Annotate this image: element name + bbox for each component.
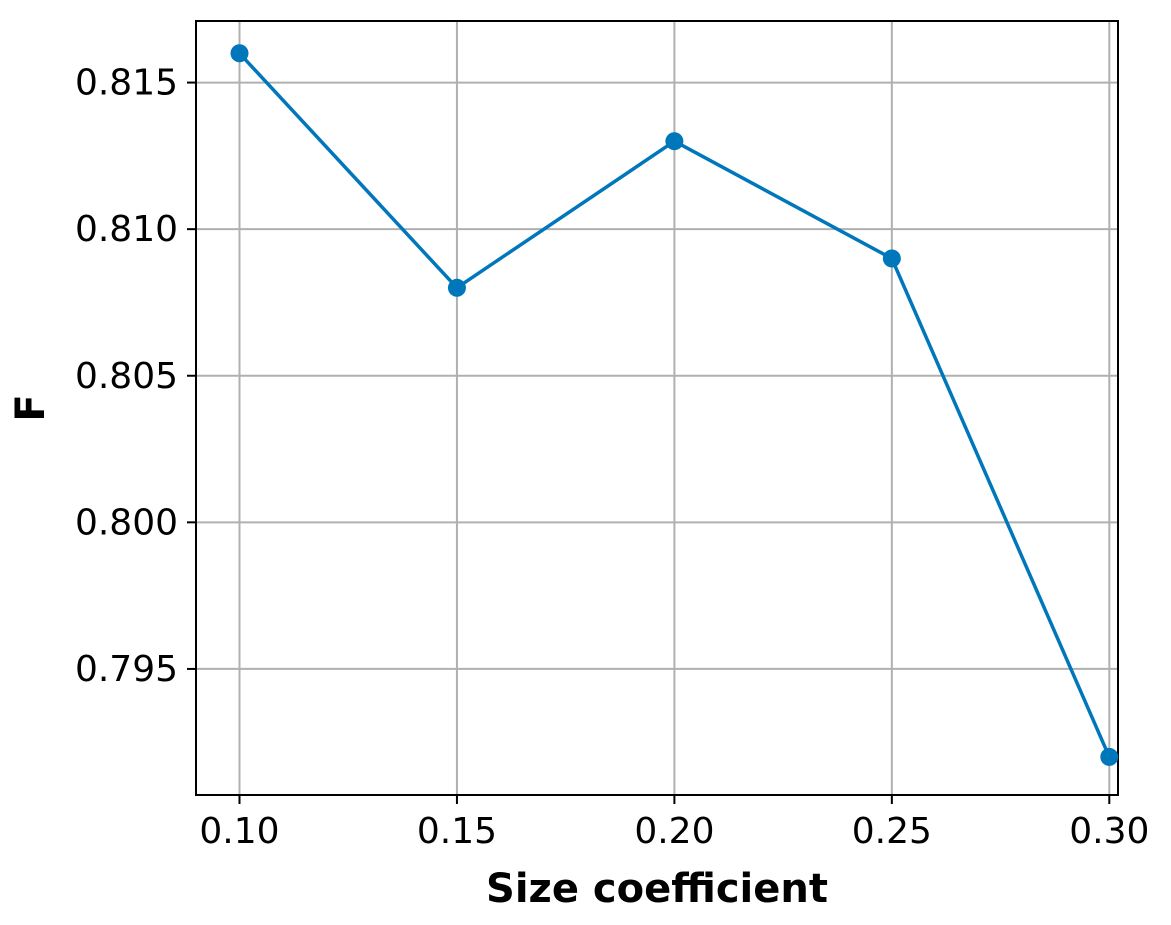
- series-group: [230, 44, 1119, 766]
- x-axis-label: Size coefficient: [486, 866, 828, 912]
- y-axis-label: F: [8, 394, 54, 421]
- y-tick-label: 0.805: [75, 356, 178, 397]
- data-point: [230, 44, 249, 63]
- x-tick-label: 0.20: [634, 811, 714, 852]
- y-tick-label: 0.815: [75, 63, 178, 104]
- x-tick-label: 0.15: [417, 811, 497, 852]
- data-point: [1100, 747, 1119, 766]
- tick-labels: 0.10 0.15 0.20 0.25 0.30 0.795 0.800 0.805 0.810…: [75, 63, 1149, 852]
- x-tick-label: 0.25: [852, 811, 932, 852]
- y-tick-label: 0.810: [75, 209, 178, 250]
- x-tick-label: 0.10: [199, 811, 279, 852]
- grid-lines: [196, 21, 1118, 795]
- y-tick-label: 0.795: [75, 649, 178, 690]
- ticks: [187, 81, 1111, 804]
- plot-frame: [195, 20, 1119, 796]
- y-tick-label: 0.800: [75, 502, 178, 543]
- data-point: [665, 132, 684, 151]
- data-point: [447, 278, 466, 297]
- data-point: [882, 249, 901, 268]
- x-tick-label: 0.30: [1069, 811, 1149, 852]
